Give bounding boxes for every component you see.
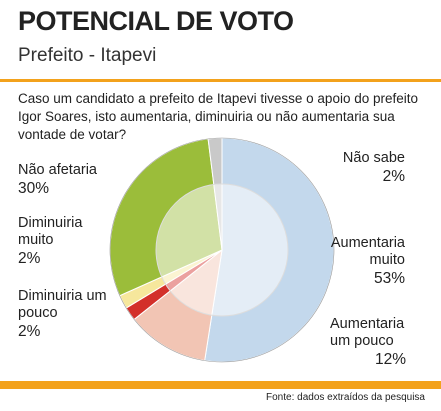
slice-label: Diminuiria muito 2% [18, 215, 98, 267]
value-label: 53% [373, 270, 405, 287]
title: POTENCIAL DE VOTO [18, 6, 294, 36]
slice-label: Diminuiria um pouco 2% [18, 288, 108, 340]
pie [109, 137, 335, 363]
top-rule [0, 79, 441, 82]
donut-hole [155, 183, 289, 317]
category-name: Não afetaria [18, 162, 97, 178]
subtitle: Prefeito - Itapevi [18, 45, 157, 66]
value-label: 2% [382, 168, 405, 185]
value-label: 2% [18, 323, 41, 340]
category-name: Não sabe [342, 150, 405, 166]
slice-label: Não sabe 2% [330, 150, 405, 185]
category-name: Diminuiria um pouco [18, 288, 107, 321]
slice-label: Aumentaria muito 53% [318, 235, 405, 287]
slice-label: Aumentaria um pouco 12% [330, 316, 406, 368]
category-name: Aumentaria um pouco [330, 316, 405, 349]
category-name: Diminuiria muito [18, 215, 83, 248]
value-label: 30% [18, 180, 50, 197]
value-label: 12% [374, 351, 406, 368]
pie-outline [109, 137, 335, 363]
category-name: Aumentaria muito [330, 235, 405, 268]
source: Fonte: dados extraídos da pesquisa [266, 392, 425, 403]
value-label: 2% [18, 250, 41, 267]
question: Caso um candidato a prefeito de Itapevi … [18, 91, 419, 142]
bottom-rule [0, 381, 441, 389]
slice-label: Não afetaria 30% [18, 162, 128, 197]
